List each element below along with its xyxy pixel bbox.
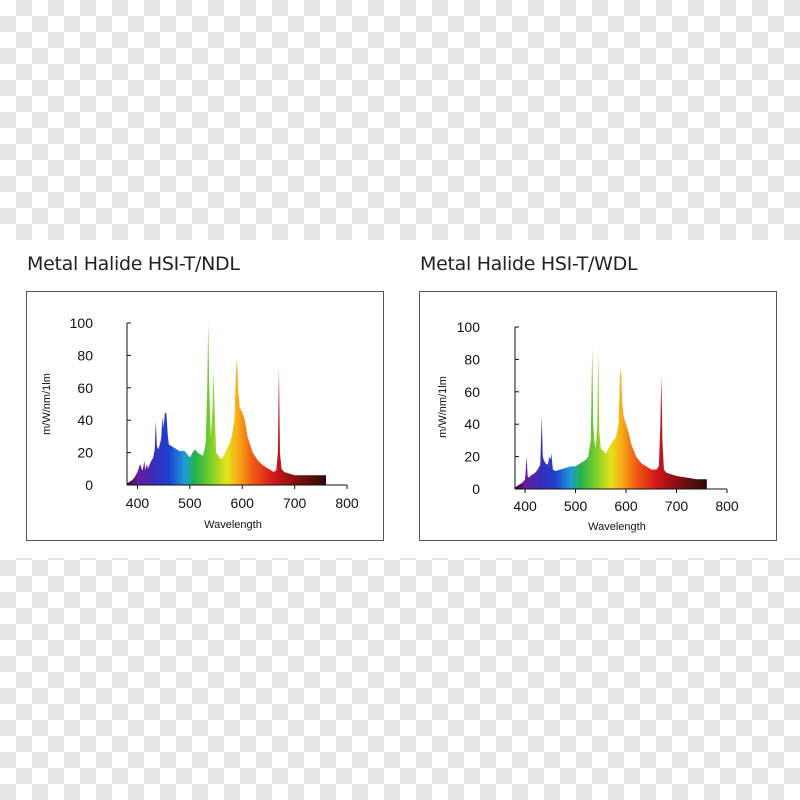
x-tick-label: 500: [178, 495, 202, 511]
y-axis-title: m/W/nm/1lm: [437, 376, 449, 438]
y-tick-label: 80: [77, 347, 93, 363]
x-axis-title: Wavelength: [588, 521, 646, 533]
y-tick-label: 0: [85, 477, 93, 493]
x-tick-label: 400: [513, 498, 537, 514]
y-tick-label: 40: [77, 412, 93, 428]
x-axis-title: Wavelength: [204, 519, 262, 531]
y-axis-title: m/W/nm/1lm: [41, 373, 53, 435]
x-tick-label: 800: [335, 495, 359, 511]
y-tick-label: 100: [70, 315, 94, 331]
x-tick-label: 600: [614, 498, 638, 514]
x-tick-label: 700: [665, 498, 689, 514]
spectrum-area: [515, 348, 707, 489]
x-tick-label: 600: [231, 495, 255, 511]
y-tick-label: 80: [464, 351, 480, 367]
chart-panel-ndl: 0 20 40 60 80 100 400 500 600 700 800 Wavelength m/W…: [26, 291, 384, 541]
y-tick-label: 20: [464, 449, 480, 465]
x-tick-label: 800: [715, 498, 739, 514]
x-tick-label: 500: [564, 498, 588, 514]
spectrum-area: [127, 323, 327, 485]
y-tick-label: 40: [464, 416, 480, 432]
y-tick-label: 0: [472, 481, 480, 497]
spectrum-chart-wdl: 0 20 40 60 80 100 400 500 600 700 800 Wavelength m/W…: [437, 319, 739, 533]
y-tick-label: 20: [77, 445, 93, 461]
chart-panel-wdl: 0 20 40 60 80 100 400 500 600 700 800 Wavelength m/W…: [419, 291, 777, 541]
chart-title-wdl: Metal Halide HSI-T/WDL: [420, 253, 638, 275]
y-tick-label: 60: [77, 380, 93, 396]
y-tick-label: 60: [464, 384, 480, 400]
chart-title-ndl: Metal Halide HSI-T/NDL: [27, 253, 240, 275]
x-tick-label: 400: [126, 495, 150, 511]
spectrum-chart-ndl: 0 20 40 60 80 100 400 500 600 700 800 Wavelength m/W…: [41, 315, 359, 531]
x-tick-label: 700: [283, 495, 307, 511]
y-tick-label: 100: [457, 319, 481, 335]
